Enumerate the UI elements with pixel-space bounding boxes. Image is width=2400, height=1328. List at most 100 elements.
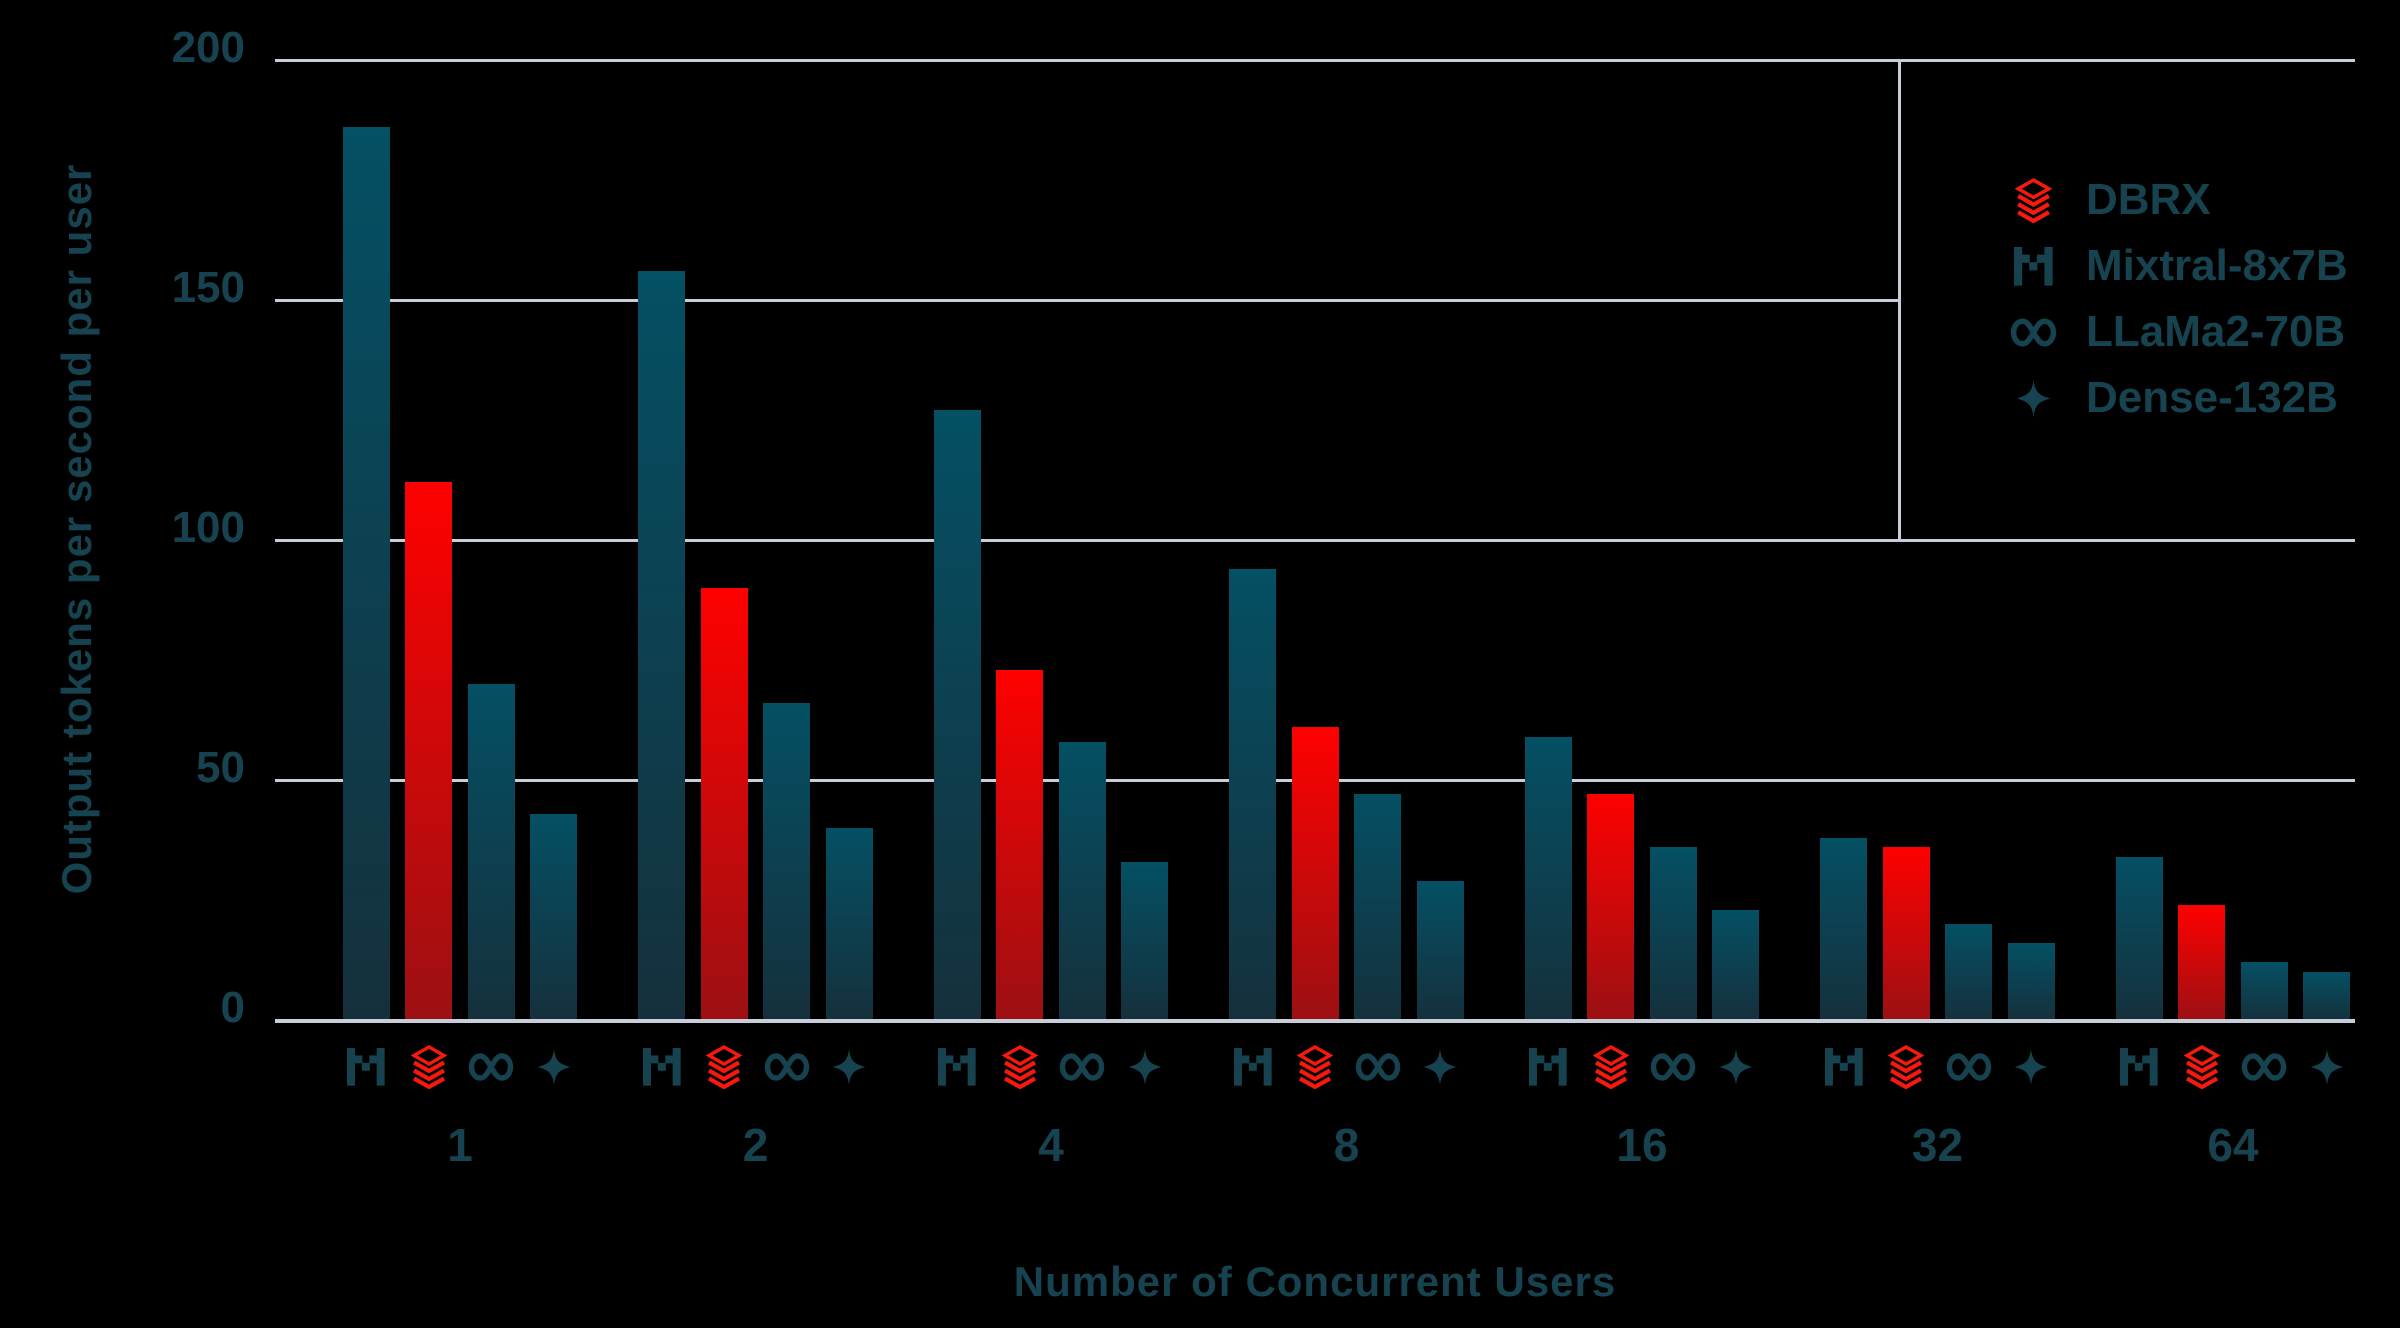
y-tick-label: 100 <box>171 503 245 552</box>
sparkle-icon <box>1128 1049 1161 1085</box>
meta-icon <box>468 1053 514 1081</box>
databricks-icon <box>1888 1045 1924 1090</box>
databricks-icon <box>2014 177 2052 223</box>
bar-llama2-70b-2-users <box>763 703 810 1020</box>
sparkle-icon <box>2310 1049 2343 1085</box>
bar-llama2-70b-1-users <box>467 684 515 1020</box>
legend-label: Mixtral-8x7B <box>2086 241 2348 290</box>
x-icon-dbrx <box>1581 1040 1641 1094</box>
legend-item-llama2-70b: LLaMa2-70B <box>2008 306 2368 358</box>
x-icon-mixtral-8x7b <box>1223 1040 1283 1094</box>
databricks-icon <box>1297 1045 1333 1090</box>
gridline-200 <box>275 58 2355 62</box>
mixtral-icon <box>1233 1048 1272 1086</box>
bar-mixtral-8x7b-4-users <box>933 410 981 1020</box>
legend-border-line <box>1898 60 1901 540</box>
mixtral-icon <box>642 1048 681 1086</box>
x-icon-dense-132b <box>2297 1040 2357 1094</box>
bar-dbrx-32-users <box>1882 847 1930 1020</box>
x-icon-mixtral-8x7b <box>2109 1040 2169 1094</box>
x-icon-mixtral-8x7b <box>336 1040 396 1094</box>
sparkle-icon <box>537 1049 570 1085</box>
x-icon-dense-132b <box>1410 1040 1470 1094</box>
meta-icon <box>1946 1053 1991 1081</box>
x-tick-label-64: 64 <box>2207 1119 2259 1171</box>
bar-dense-132b-8-users <box>1416 880 1464 1020</box>
mixtral-icon <box>2013 246 2053 286</box>
mixtral-icon <box>347 1048 385 1086</box>
x-icon-llama2-70b <box>2234 1040 2294 1094</box>
x-icon-dbrx <box>1285 1040 1345 1094</box>
x-icon-llama2-70b <box>1052 1040 1112 1094</box>
mixtral-icon <box>938 1048 976 1086</box>
legend-item-dbrx: DBRX <box>2008 174 2368 226</box>
x-icon-mixtral-8x7b <box>1814 1040 1874 1094</box>
x-icon-llama2-70b <box>1348 1040 1408 1094</box>
x-tick-label-1: 1 <box>447 1119 473 1171</box>
y-tick-label: 200 <box>171 23 245 72</box>
bar-dense-132b-16-users <box>1712 909 1759 1020</box>
sparkle-icon <box>2016 379 2050 417</box>
databricks-icon <box>706 1045 742 1090</box>
legend-label: DBRX <box>2086 175 2211 224</box>
y-tick-label: 150 <box>171 263 245 312</box>
bar-mixtral-8x7b-2-users <box>638 271 685 1020</box>
x-axis-baseline <box>275 1018 2355 1023</box>
sparkle-icon <box>832 1049 866 1085</box>
x-tick-label-32: 32 <box>1911 1119 1964 1171</box>
bar-dbrx-8-users <box>1291 727 1339 1020</box>
legend-item-mixtral-8x7b: Mixtral-8x7B <box>2008 240 2368 292</box>
x-icon-dense-132b <box>2001 1040 2061 1094</box>
x-icon-dbrx <box>694 1040 754 1094</box>
meta-icon <box>1355 1053 1400 1081</box>
x-icon-llama2-70b <box>1643 1040 1703 1094</box>
x-icon-llama2-70b <box>1939 1040 1999 1094</box>
legend-icon-box <box>2008 317 2058 348</box>
meta-icon <box>2241 1053 2287 1081</box>
bar-dense-132b-32-users <box>2007 943 2055 1020</box>
legend-label: LLaMa2-70B <box>2086 307 2346 356</box>
legend-icon-box <box>2008 246 2058 286</box>
meta-icon <box>1650 1053 1696 1081</box>
mixtral-icon <box>1824 1048 1863 1086</box>
x-icon-dense-132b <box>1115 1040 1175 1094</box>
x-tick-label-2: 2 <box>742 1119 769 1171</box>
bar-dense-132b-2-users <box>825 828 873 1020</box>
sparkle-icon <box>2014 1049 2048 1085</box>
x-icon-dbrx <box>1876 1040 1936 1094</box>
x-icon-mixtral-8x7b <box>1518 1040 1578 1094</box>
databricks-icon <box>1001 1045 1038 1090</box>
bar-llama2-70b-8-users <box>1354 794 1401 1020</box>
x-icon-llama2-70b <box>757 1040 817 1094</box>
bar-llama2-70b-4-users <box>1058 741 1106 1020</box>
bar-dense-132b-64-users <box>2303 972 2350 1020</box>
bar-mixtral-8x7b-8-users <box>1229 568 1276 1020</box>
x-tick-label-8: 8 <box>1333 1119 1360 1171</box>
x-tick-label-16: 16 <box>1616 1119 1668 1171</box>
bar-dbrx-4-users <box>996 669 1043 1020</box>
legend-item-dense-132b: Dense-132B <box>2008 372 2368 424</box>
meta-icon <box>1059 1053 1105 1081</box>
legend-icon-box <box>2008 375 2058 422</box>
bar-dbrx-2-users <box>700 588 748 1020</box>
y-tick-label: 50 <box>196 743 245 792</box>
x-tick-label-4: 4 <box>1038 1119 1064 1171</box>
x-icon-dense-132b <box>819 1040 879 1094</box>
x-icon-dbrx <box>399 1040 459 1094</box>
bar-llama2-70b-16-users <box>1649 847 1697 1020</box>
x-icon-llama2-70b <box>461 1040 521 1094</box>
bar-llama2-70b-64-users <box>2240 962 2288 1020</box>
x-icon-mixtral-8x7b <box>632 1040 692 1094</box>
x-icon-dense-132b <box>524 1040 584 1094</box>
bar-dbrx-16-users <box>1587 794 1634 1020</box>
sparkle-icon <box>1719 1049 1752 1085</box>
meta-icon <box>764 1053 809 1081</box>
gridline-100 <box>275 538 2355 542</box>
bar-dbrx-1-users <box>405 482 452 1020</box>
bar-llama2-70b-32-users <box>1945 924 1992 1020</box>
bar-dbrx-64-users <box>2178 904 2225 1020</box>
bar-dense-132b-4-users <box>1121 861 1168 1020</box>
x-icon-dbrx <box>990 1040 1050 1094</box>
bar-mixtral-8x7b-16-users <box>1524 736 1572 1020</box>
